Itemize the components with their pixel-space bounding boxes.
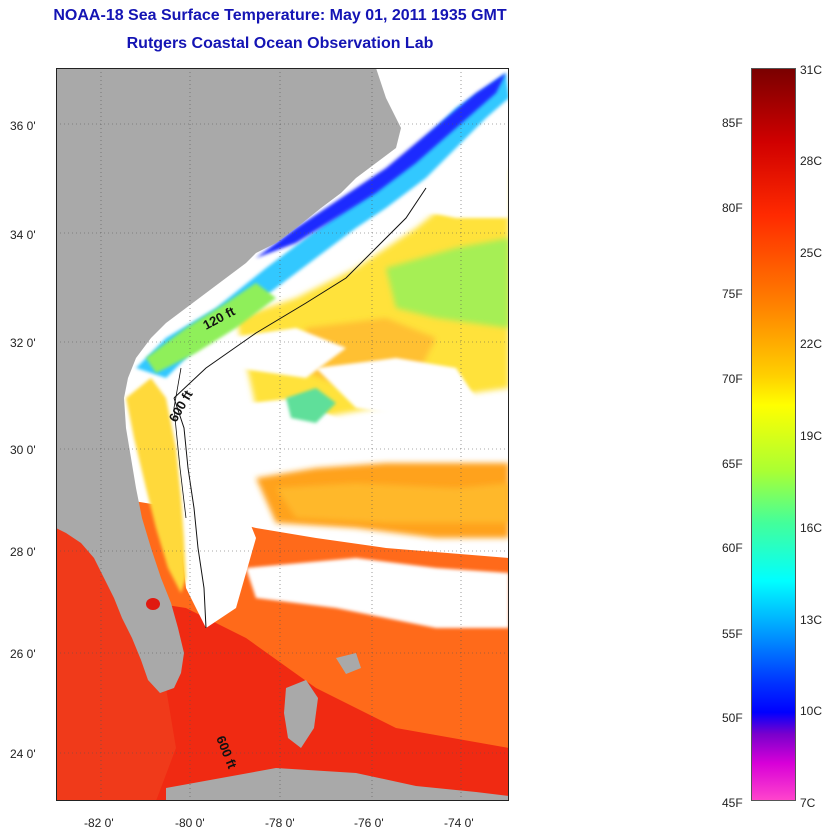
lat-label-30: 30 0': [10, 443, 36, 457]
colorbar-c-16: 16C: [800, 521, 823, 535]
lat-label-24: 24 0': [10, 747, 36, 761]
us-landmass: [56, 68, 401, 693]
lat-label-32: 32 0': [10, 336, 36, 350]
colorbar-f-50: 50F: [722, 711, 743, 725]
colorbar-f-45: 45F: [722, 796, 743, 810]
bahamas-island-2: [336, 653, 361, 674]
bahamas-island-1: [284, 680, 318, 748]
cold-eddy-patch: [286, 388, 336, 423]
sst-map: 120 ft 600 ft 600 ft: [56, 68, 509, 801]
cuba-landmass: [166, 768, 509, 801]
colorbar-c-28: 28C: [800, 154, 823, 168]
lon-label-82: -82 0': [84, 816, 114, 830]
lon-label-76: -76 0': [354, 816, 384, 830]
offshore-green-water: [386, 238, 509, 328]
lat-label-26: 26 0': [10, 647, 36, 661]
colorbar-c-19: 19C: [800, 429, 823, 443]
colorbar-c-7: 7C: [800, 796, 816, 810]
lake-okeechobee: [146, 598, 160, 610]
florida-coastal-water: [126, 378, 186, 593]
colorbar-f-70: 70F: [722, 372, 743, 386]
cloud-patch-1: [226, 328, 346, 378]
colorbar-c-10: 10C: [800, 704, 823, 718]
lon-label-78: -78 0': [265, 816, 295, 830]
shelf-green-water: [146, 283, 276, 373]
isobath-shelf: [173, 367, 187, 519]
lat-label-36: 36 0': [10, 119, 36, 133]
colorbar-c-31: 31C: [800, 63, 823, 77]
lon-label-74: -74 0': [444, 816, 474, 830]
colorbar-c-13: 13C: [800, 613, 823, 627]
colorbar-f-65: 65F: [722, 457, 743, 471]
cloud-patch-2: [316, 358, 476, 418]
colorbar-c-22: 22C: [800, 337, 823, 351]
cloud-patch-5: [246, 558, 509, 628]
colorbar-f-55: 55F: [722, 627, 743, 641]
lon-label-80: -80 0': [175, 816, 205, 830]
isobath-600ft: [173, 397, 207, 629]
colorbar-f-80: 80F: [722, 201, 743, 215]
colorbar-f-85: 85F: [722, 116, 743, 130]
map-subtitle: Rutgers Coastal Ocean Observation Lab: [126, 35, 434, 52]
shelf-blue-water: [256, 73, 506, 258]
map-frame: [56, 68, 509, 801]
isobath-120ft: [173, 187, 427, 399]
lat-label-34: 34 0': [10, 228, 36, 242]
gulf-water: [56, 488, 176, 801]
colorbar-c-25: 25C: [800, 246, 823, 260]
sst-map-graphic: 120 ft 600 ft 600 ft: [56, 68, 509, 801]
colorbar-f-75: 75F: [722, 287, 743, 301]
temperature-colorbar: [751, 68, 796, 801]
lat-label-28: 28 0': [10, 545, 36, 559]
gulf-stream-core: [276, 483, 509, 523]
map-title: NOAA-18 Sea Surface Temperature: May 01,…: [53, 7, 507, 24]
colorbar-f-60: 60F: [722, 541, 743, 555]
